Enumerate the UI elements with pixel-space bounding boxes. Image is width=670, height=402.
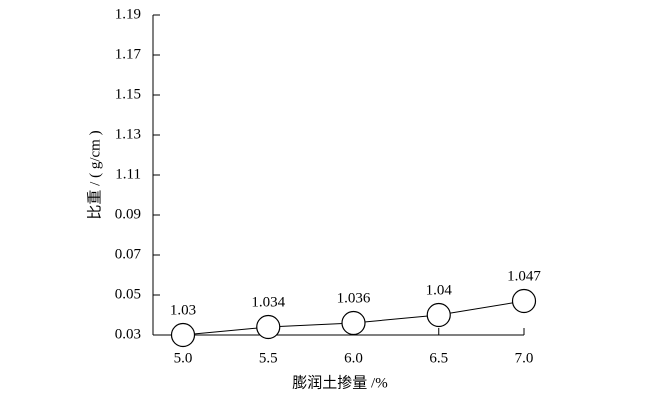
data-label: 1.047 — [507, 268, 541, 284]
marker — [341, 310, 366, 336]
x-tick-label: 5.5 — [259, 350, 278, 366]
data-label: 1.036 — [337, 290, 371, 306]
x-tick-label: 6.0 — [344, 350, 363, 366]
marker — [511, 288, 537, 314]
y-tick-label: 0.03 — [115, 326, 141, 342]
data-label: 1.04 — [426, 282, 453, 298]
y-tick-label: 0.07 — [115, 246, 142, 262]
data-label: 1.034 — [251, 294, 285, 310]
marker — [426, 302, 451, 328]
y-tick-label: 1.13 — [115, 126, 141, 142]
y-tick-label: 1.17 — [115, 46, 142, 62]
y-tick-label: 1.11 — [115, 166, 141, 182]
x-tick-label: 6.5 — [429, 350, 448, 366]
x-tick-label: 5.0 — [174, 350, 193, 366]
y-tick-label: 1.15 — [115, 86, 141, 102]
marker — [256, 314, 281, 340]
data-label: 1.03 — [170, 302, 196, 318]
y-axis-label: 比重 / ( g/cm ) — [86, 130, 103, 219]
marker — [170, 322, 196, 348]
y-tick-label: 1.19 — [115, 6, 141, 22]
x-tick-label: 7.0 — [515, 350, 534, 366]
y-tick-label: 0.09 — [115, 206, 141, 222]
y-tick-label: 0.05 — [115, 286, 141, 302]
x-axis-label: 膨润土掺量 /% — [292, 374, 387, 391]
